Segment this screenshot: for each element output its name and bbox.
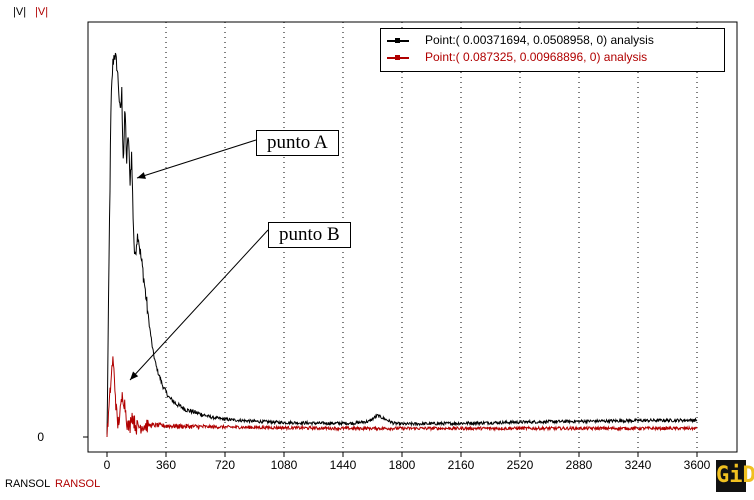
arrow-punto-b-head (130, 371, 139, 380)
x-tick-label: 1080 (271, 458, 298, 472)
y-tick-label: 0 (37, 430, 44, 444)
legend-entry-1-label: Point:( 0.00371694, 0.0508958, 0) analys… (425, 33, 654, 47)
arrow-punto-b (129, 229, 269, 381)
series-line-1 (106, 52, 698, 435)
legend: Point:( 0.00371694, 0.0508958, 0) analys… (380, 28, 725, 72)
x-tick-label: 2520 (507, 458, 534, 472)
x-tick-label: 720 (215, 458, 235, 472)
gid-logo: GiD (716, 460, 754, 492)
legend-entry-2-label: Point:( 0.087325, 0.00968896, 0) analysi… (425, 50, 648, 64)
annotation-punto-b: punto B (268, 222, 351, 248)
x-tick-label: 360 (156, 458, 176, 472)
arrow-punto-a (136, 139, 257, 179)
x-axis-label-1: RANSOL (5, 478, 51, 490)
x-tick-label: 2880 (566, 458, 593, 472)
x-tick-label: 3240 (625, 458, 652, 472)
arrow-punto-a-head (137, 172, 146, 179)
x-tick-label: 2160 (448, 458, 475, 472)
x-tick-label: 1800 (389, 458, 416, 472)
x-tick-label: 1440 (330, 458, 357, 472)
y-axis-label-2: |V| (35, 6, 49, 18)
series-line-2 (106, 356, 698, 438)
plot-frame (87, 21, 738, 453)
x-tick-label: 0 (104, 458, 111, 472)
y-axis-label-1: |V| (13, 6, 27, 18)
x-axis-label-2: RANSOL (55, 478, 101, 490)
x-tick-label: 3600 (684, 458, 711, 472)
annotation-punto-a: punto A (256, 130, 339, 156)
